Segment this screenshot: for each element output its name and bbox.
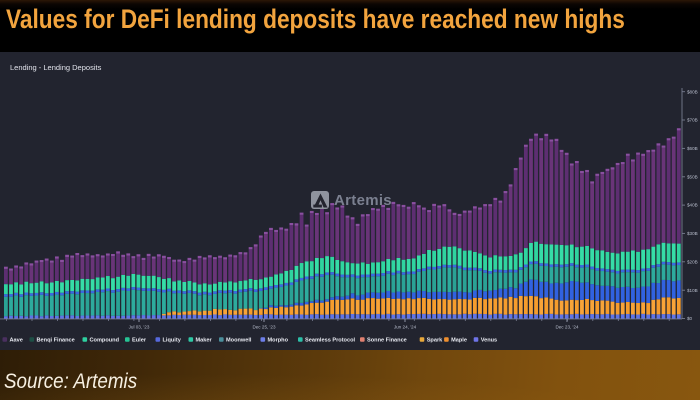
- svg-text:$30B: $30B: [687, 231, 698, 236]
- svg-text:Maker: Maker: [196, 337, 213, 343]
- svg-text:$50B: $50B: [687, 174, 698, 179]
- svg-text:$40B: $40B: [687, 203, 698, 208]
- svg-text:$20B: $20B: [687, 259, 698, 264]
- svg-text:Venus: Venus: [481, 337, 497, 343]
- svg-text:Sonne Finance: Sonne Finance: [367, 337, 407, 343]
- svg-text:Dec 25, '23: Dec 25, '23: [252, 325, 276, 330]
- svg-text:$60B: $60B: [687, 146, 698, 151]
- svg-text:$0: $0: [687, 316, 693, 321]
- svg-text:Benqi Finance: Benqi Finance: [37, 337, 75, 343]
- svg-text:Moonwell: Moonwell: [226, 337, 252, 343]
- svg-text:Maple: Maple: [451, 337, 467, 343]
- svg-text:$10B: $10B: [687, 288, 698, 293]
- svg-text:Liquity: Liquity: [163, 337, 182, 343]
- svg-text:$80B: $80B: [687, 89, 698, 94]
- svg-text:Jun 24, '24: Jun 24, '24: [394, 325, 417, 330]
- svg-text:Compound: Compound: [90, 337, 120, 343]
- svg-text:Morpho: Morpho: [268, 337, 289, 343]
- svg-text:Dec 23, '24: Dec 23, '24: [555, 325, 579, 330]
- svg-text:$70B: $70B: [687, 118, 698, 123]
- svg-text:Euler: Euler: [132, 337, 147, 343]
- svg-text:Seamless Protocol: Seamless Protocol: [305, 337, 356, 343]
- svg-text:Jul 03, '23: Jul 03, '23: [129, 325, 150, 330]
- svg-text:Aave: Aave: [10, 337, 23, 343]
- svg-text:Spark: Spark: [427, 337, 443, 343]
